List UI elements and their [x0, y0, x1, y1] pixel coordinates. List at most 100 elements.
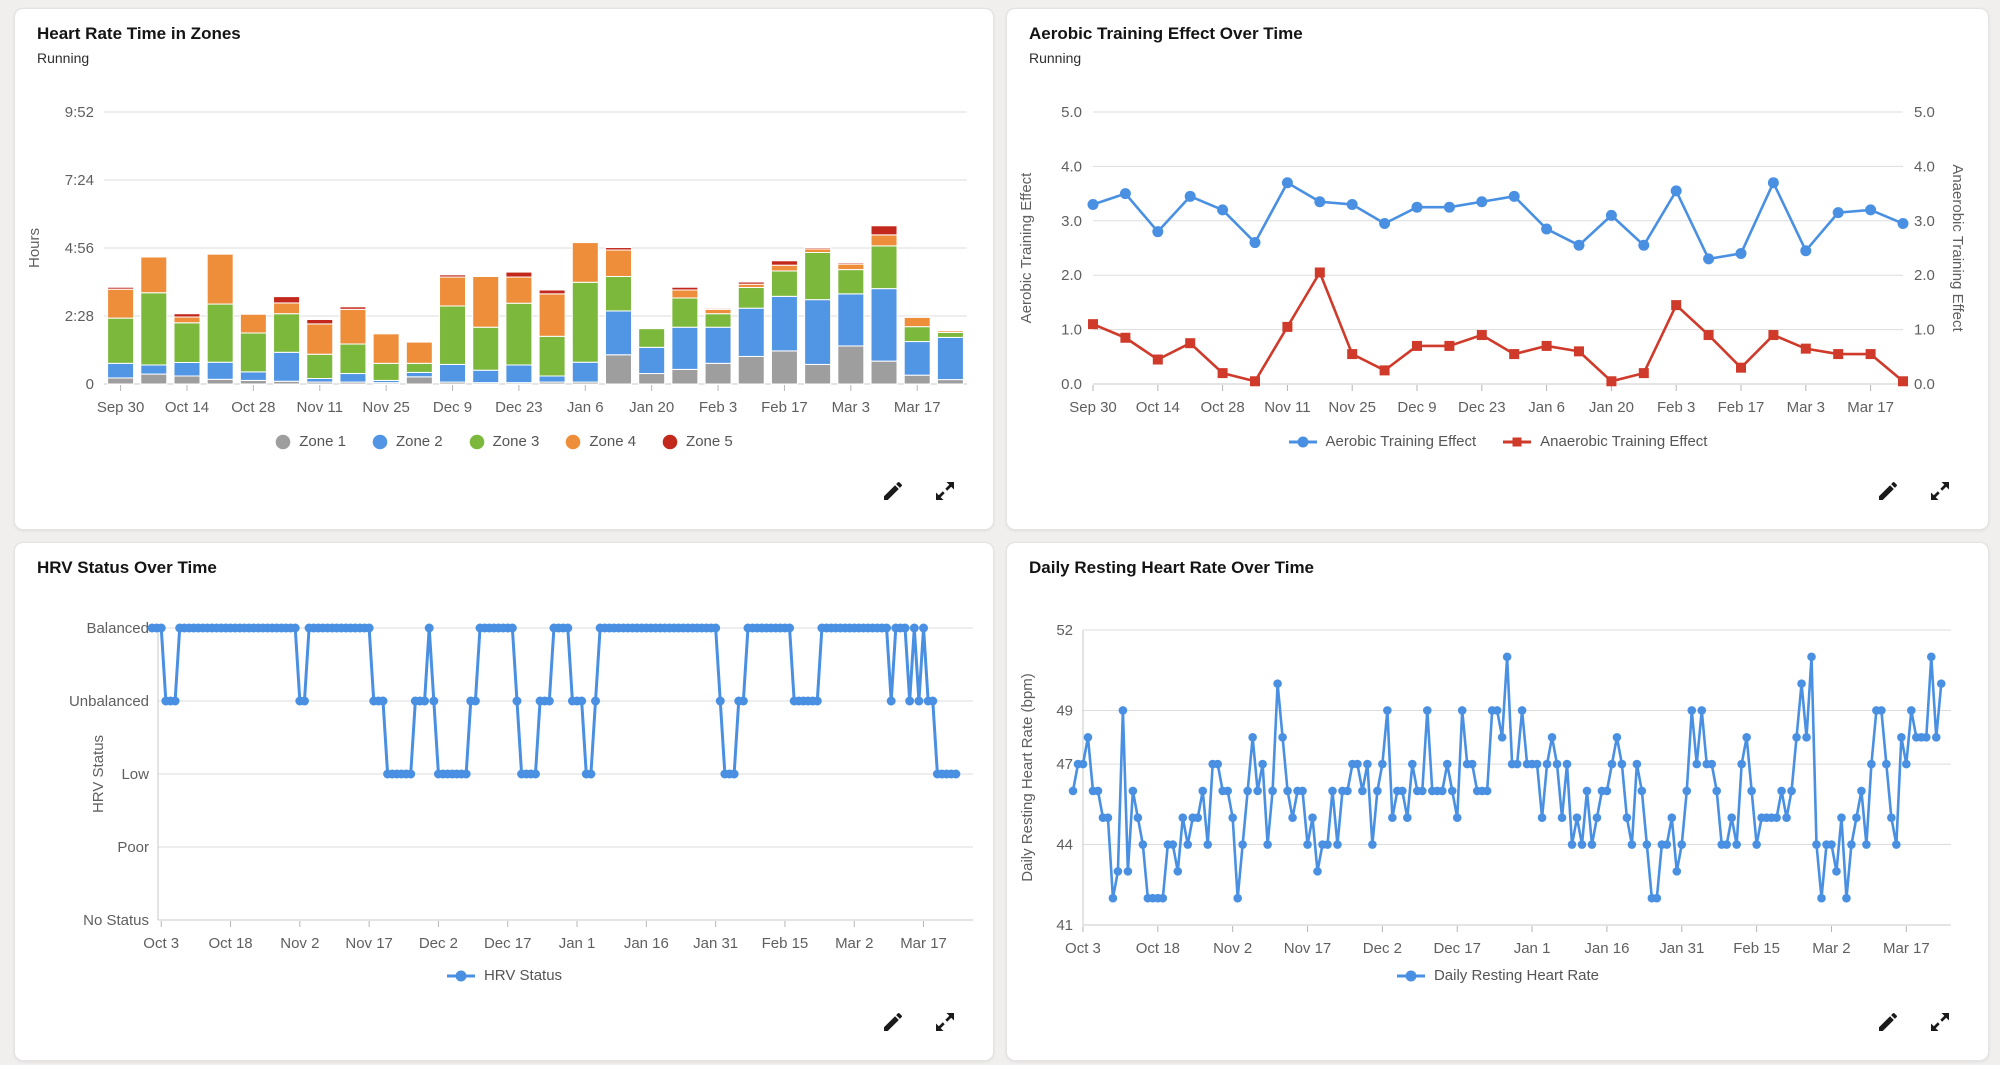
chart-subtitle — [1029, 584, 1988, 601]
svg-text:49: 49 — [1056, 702, 1073, 719]
card-daily-resting-heart-rate: Daily Resting Heart Rate Over Time 41 44 4… — [1006, 542, 1989, 1061]
svg-text:47: 47 — [1056, 756, 1073, 773]
svg-text:44: 44 — [1056, 837, 1073, 854]
legend-item-anaerobic-training-effect[interactable]: Anaerobic Training Effect — [1502, 433, 1707, 450]
hrv-status-chart-canvas[interactable]: Balanced Unbalanced Low Poor No Status HRV St… — [25, 607, 980, 959]
svg-text:2.0: 2.0 — [1061, 267, 1082, 284]
svg-text:Mar 17: Mar 17 — [894, 399, 941, 416]
svg-text:Mar 17: Mar 17 — [1883, 940, 1930, 957]
svg-text:Feb 3: Feb 3 — [1657, 399, 1695, 416]
svg-text:Feb 3: Feb 3 — [699, 399, 737, 416]
card-actions — [1876, 479, 1952, 503]
svg-text:Low: Low — [121, 766, 149, 783]
svg-text:Oct 28: Oct 28 — [231, 399, 275, 416]
legend-label: Anaerobic Training Effect — [1540, 433, 1708, 450]
chart-title: Aerobic Training Effect Over Time — [1029, 24, 1303, 43]
training-effect-chart-canvas[interactable]: 0.0 0.0 1.0 1.0 2.0 2.0 3.0 3.0 4.0 4.0 5.0 5.0 Aero… — [1017, 73, 1972, 425]
expand-chart-button[interactable] — [1928, 479, 1952, 503]
card-aerobic-training-effect: Aerobic Training Effect Over Time Runnin… — [1006, 8, 1989, 530]
expand-chart-button[interactable] — [1928, 1010, 1952, 1034]
expand-chart-button[interactable] — [933, 1010, 957, 1034]
svg-text:Nov 11: Nov 11 — [1264, 399, 1310, 416]
svg-text:5.0: 5.0 — [1914, 104, 1935, 121]
svg-text:Dec 17: Dec 17 — [1433, 940, 1481, 957]
svg-text:Mar 17: Mar 17 — [1847, 399, 1894, 416]
svg-text:Anaerobic Training Effect: Anaerobic Training Effect — [1949, 164, 1966, 332]
chart-legend: HRV Status — [15, 967, 993, 984]
svg-text:5.0: 5.0 — [1061, 104, 1082, 121]
legend-label: Zone 3 — [492, 433, 540, 450]
expand-chart-button[interactable] — [933, 479, 957, 503]
legend-item-hrv-status[interactable]: HRV Status — [446, 967, 562, 984]
svg-text:Oct 18: Oct 18 — [208, 935, 252, 952]
legend-line-circle-marker — [1288, 436, 1317, 447]
svg-text:52: 52 — [1056, 622, 1073, 639]
svg-text:1.0: 1.0 — [1061, 322, 1082, 339]
svg-text:Jan 31: Jan 31 — [693, 935, 738, 952]
legend-item-zone-4[interactable]: Zone 4 — [565, 433, 636, 450]
svg-text:Sep 30: Sep 30 — [97, 399, 145, 416]
legend-label: HRV Status — [483, 967, 563, 984]
legend-item-zone-5[interactable]: Zone 5 — [662, 433, 733, 450]
expand-arrows-icon — [1928, 1013, 1952, 1038]
svg-text:Jan 1: Jan 1 — [559, 935, 596, 952]
svg-text:Jan 20: Jan 20 — [1589, 399, 1634, 416]
expand-arrows-icon — [1928, 482, 1952, 507]
svg-text:41: 41 — [1056, 917, 1073, 934]
svg-text:3.0: 3.0 — [1061, 213, 1082, 230]
svg-text:Jan 16: Jan 16 — [624, 935, 669, 952]
pencil-icon — [1876, 1012, 1900, 1038]
legend-item-aerobic-training-effect[interactable]: Aerobic Training Effect — [1288, 433, 1476, 450]
card-actions — [1876, 1010, 1952, 1034]
pencil-icon — [1876, 481, 1900, 507]
expand-arrows-icon — [933, 482, 957, 507]
svg-text:Sep 30: Sep 30 — [1069, 399, 1117, 416]
legend-circle-marker — [469, 434, 484, 449]
svg-text:Nov 17: Nov 17 — [1284, 940, 1332, 957]
legend-line-circle-marker — [1396, 970, 1425, 981]
svg-text:Nov 17: Nov 17 — [345, 935, 393, 952]
chart-subtitle — [37, 584, 993, 601]
legend-item-zone-1[interactable]: Zone 1 — [275, 433, 346, 450]
pencil-icon — [881, 1012, 905, 1038]
svg-text:Dec 23: Dec 23 — [495, 399, 543, 416]
legend-item-daily-resting-heart-rate[interactable]: Daily Resting Heart Rate — [1396, 967, 1599, 984]
svg-text:Jan 20: Jan 20 — [629, 399, 674, 416]
legend-circle-marker — [662, 434, 678, 449]
card-actions — [881, 1010, 957, 1034]
resting-heart-rate-chart-canvas[interactable]: 41 44 47 49 52 Daily Resting Heart Rate (bpm)… — [1017, 607, 1972, 959]
svg-text:Daily Resting Heart Rate (bpm): Daily Resting Heart Rate (bpm) — [1019, 673, 1036, 881]
legend-label: Daily Resting Heart Rate — [1433, 967, 1600, 984]
edit-chart-button[interactable] — [1876, 1010, 1900, 1034]
chart-legend: Daily Resting Heart Rate — [1007, 967, 1988, 984]
svg-text:Jan 31: Jan 31 — [1659, 940, 1704, 957]
svg-text:Jan 6: Jan 6 — [567, 399, 604, 416]
heart-rate-zones-chart-canvas[interactable]: 0 2:28 4:56 7:24 9:52 Hours Sep 30 Oct 14 Oct 28… — [25, 73, 980, 425]
svg-text:Unbalanced: Unbalanced — [69, 693, 149, 710]
svg-text:Feb 17: Feb 17 — [761, 399, 808, 416]
legend-item-zone-2[interactable]: Zone 2 — [372, 433, 443, 450]
card-heart-rate-time-in-zones: Heart Rate Time in Zones Running 0 2:28 4:… — [14, 8, 994, 530]
legend-label: Zone 1 — [299, 433, 346, 450]
svg-text:0.0: 0.0 — [1914, 376, 1935, 393]
legend-label: Zone 4 — [589, 433, 637, 450]
edit-chart-button[interactable] — [881, 1010, 905, 1034]
svg-text:Mar 3: Mar 3 — [832, 399, 870, 416]
svg-text:Jan 1: Jan 1 — [1514, 940, 1551, 957]
svg-text:Nov 2: Nov 2 — [1213, 940, 1252, 957]
svg-text:Feb 17: Feb 17 — [1718, 399, 1765, 416]
legend-label: Zone 2 — [395, 433, 443, 450]
svg-text:0: 0 — [86, 376, 94, 393]
svg-text:Jan 16: Jan 16 — [1584, 940, 1629, 957]
legend-item-zone-3[interactable]: Zone 3 — [469, 433, 540, 450]
svg-text:Oct 14: Oct 14 — [1136, 399, 1180, 416]
legend-circle-marker — [275, 434, 291, 449]
svg-text:Jan 6: Jan 6 — [1528, 399, 1565, 416]
svg-text:7:24: 7:24 — [65, 172, 94, 189]
svg-text:Mar 3: Mar 3 — [1787, 399, 1825, 416]
legend-line-square-marker — [1503, 437, 1532, 446]
edit-chart-button[interactable] — [881, 479, 905, 503]
edit-chart-button[interactable] — [1876, 479, 1900, 503]
svg-text:1.0: 1.0 — [1914, 322, 1935, 339]
